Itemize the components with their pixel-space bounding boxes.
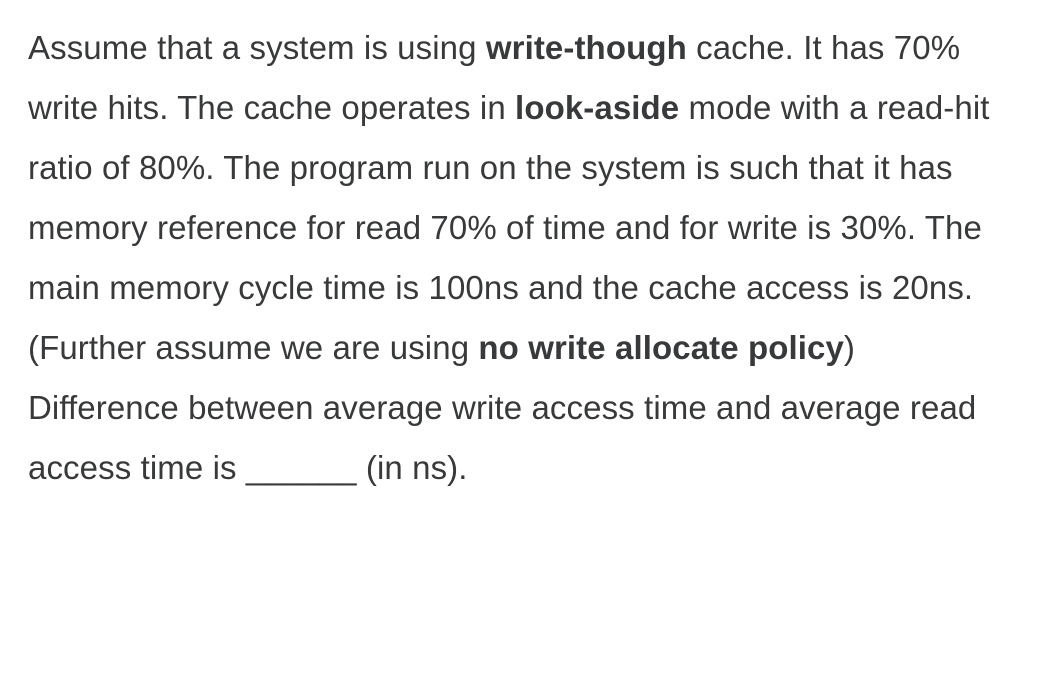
text-segment-0: Assume that a system is using bbox=[28, 29, 486, 66]
text-segment-4: mode with a read-hit ratio of 80%. The p… bbox=[28, 89, 990, 366]
answer-blank[interactable]: ______ bbox=[246, 449, 357, 486]
text-segment-8: (in ns). bbox=[357, 449, 468, 486]
bold-no-write-allocate: no write allocate policy bbox=[478, 329, 844, 366]
bold-write-through: write-though bbox=[486, 29, 687, 66]
question-paragraph: Assume that a system is using write-thou… bbox=[28, 18, 1009, 498]
bold-look-aside: look-aside bbox=[515, 89, 679, 126]
